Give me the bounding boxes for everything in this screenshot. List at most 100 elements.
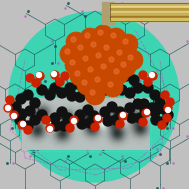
Circle shape [128,55,133,60]
Circle shape [9,12,179,182]
Circle shape [121,112,125,118]
Bar [110,19,189,21]
Circle shape [166,98,174,106]
Circle shape [149,72,157,80]
Circle shape [85,33,90,38]
Circle shape [57,88,67,98]
Circle shape [104,45,109,50]
Circle shape [150,107,160,117]
Circle shape [113,75,123,85]
Circle shape [18,121,26,129]
Bar [110,8,189,11]
Circle shape [59,121,69,131]
Circle shape [150,90,160,100]
Circle shape [95,77,100,82]
Circle shape [75,92,85,102]
Circle shape [65,55,85,75]
Circle shape [114,69,119,74]
Circle shape [100,107,110,117]
Circle shape [107,102,117,112]
Circle shape [145,109,149,115]
Circle shape [65,49,70,54]
Circle shape [50,83,60,93]
Circle shape [124,66,132,74]
Circle shape [86,37,106,57]
Circle shape [50,113,60,123]
Circle shape [117,85,127,95]
Circle shape [109,57,114,62]
Circle shape [93,25,113,45]
Circle shape [37,110,47,120]
Circle shape [97,73,107,83]
Circle shape [135,113,145,123]
Circle shape [119,64,125,70]
Circle shape [111,115,121,125]
Circle shape [82,80,87,85]
Circle shape [66,32,86,52]
Circle shape [121,62,126,67]
Circle shape [51,121,61,131]
Circle shape [103,77,123,97]
Circle shape [56,78,64,86]
Circle shape [11,102,21,112]
Circle shape [115,107,125,117]
Circle shape [66,124,74,132]
Circle shape [60,44,80,64]
Circle shape [163,110,173,120]
Circle shape [63,113,73,123]
Bar [110,11,189,13]
Circle shape [139,71,147,79]
Circle shape [151,115,161,125]
Circle shape [158,121,166,129]
Circle shape [67,91,77,101]
Circle shape [73,79,83,89]
Circle shape [83,56,88,61]
Circle shape [166,108,170,112]
Circle shape [46,124,54,132]
Circle shape [61,72,69,80]
Circle shape [89,111,99,121]
Circle shape [83,105,93,115]
Bar [110,3,189,5]
Bar [102,2,114,24]
Circle shape [24,126,32,134]
Circle shape [111,33,116,38]
Circle shape [133,99,143,109]
Circle shape [157,103,167,113]
Circle shape [10,111,18,119]
Circle shape [23,90,33,100]
Circle shape [129,75,139,85]
Circle shape [143,83,153,93]
Circle shape [5,105,11,111]
Circle shape [100,85,110,95]
Circle shape [108,82,113,87]
Circle shape [77,119,87,129]
Circle shape [144,78,152,86]
Circle shape [161,91,169,99]
Circle shape [155,98,165,108]
Circle shape [121,71,131,81]
Circle shape [36,73,42,77]
Circle shape [78,45,83,50]
Circle shape [147,103,157,113]
Circle shape [103,116,113,126]
Circle shape [42,116,50,124]
Circle shape [85,67,91,71]
Circle shape [25,106,35,116]
Circle shape [104,52,124,72]
Circle shape [123,39,128,44]
Circle shape [85,118,95,128]
Circle shape [70,60,75,65]
Circle shape [51,71,59,79]
Circle shape [84,74,92,82]
Circle shape [17,109,27,119]
Circle shape [158,117,168,127]
Circle shape [73,40,93,60]
Bar [110,3,189,21]
Circle shape [36,72,44,80]
Circle shape [140,105,150,115]
Circle shape [109,64,129,84]
Circle shape [65,83,75,93]
Bar [110,5,189,8]
Circle shape [71,37,76,42]
